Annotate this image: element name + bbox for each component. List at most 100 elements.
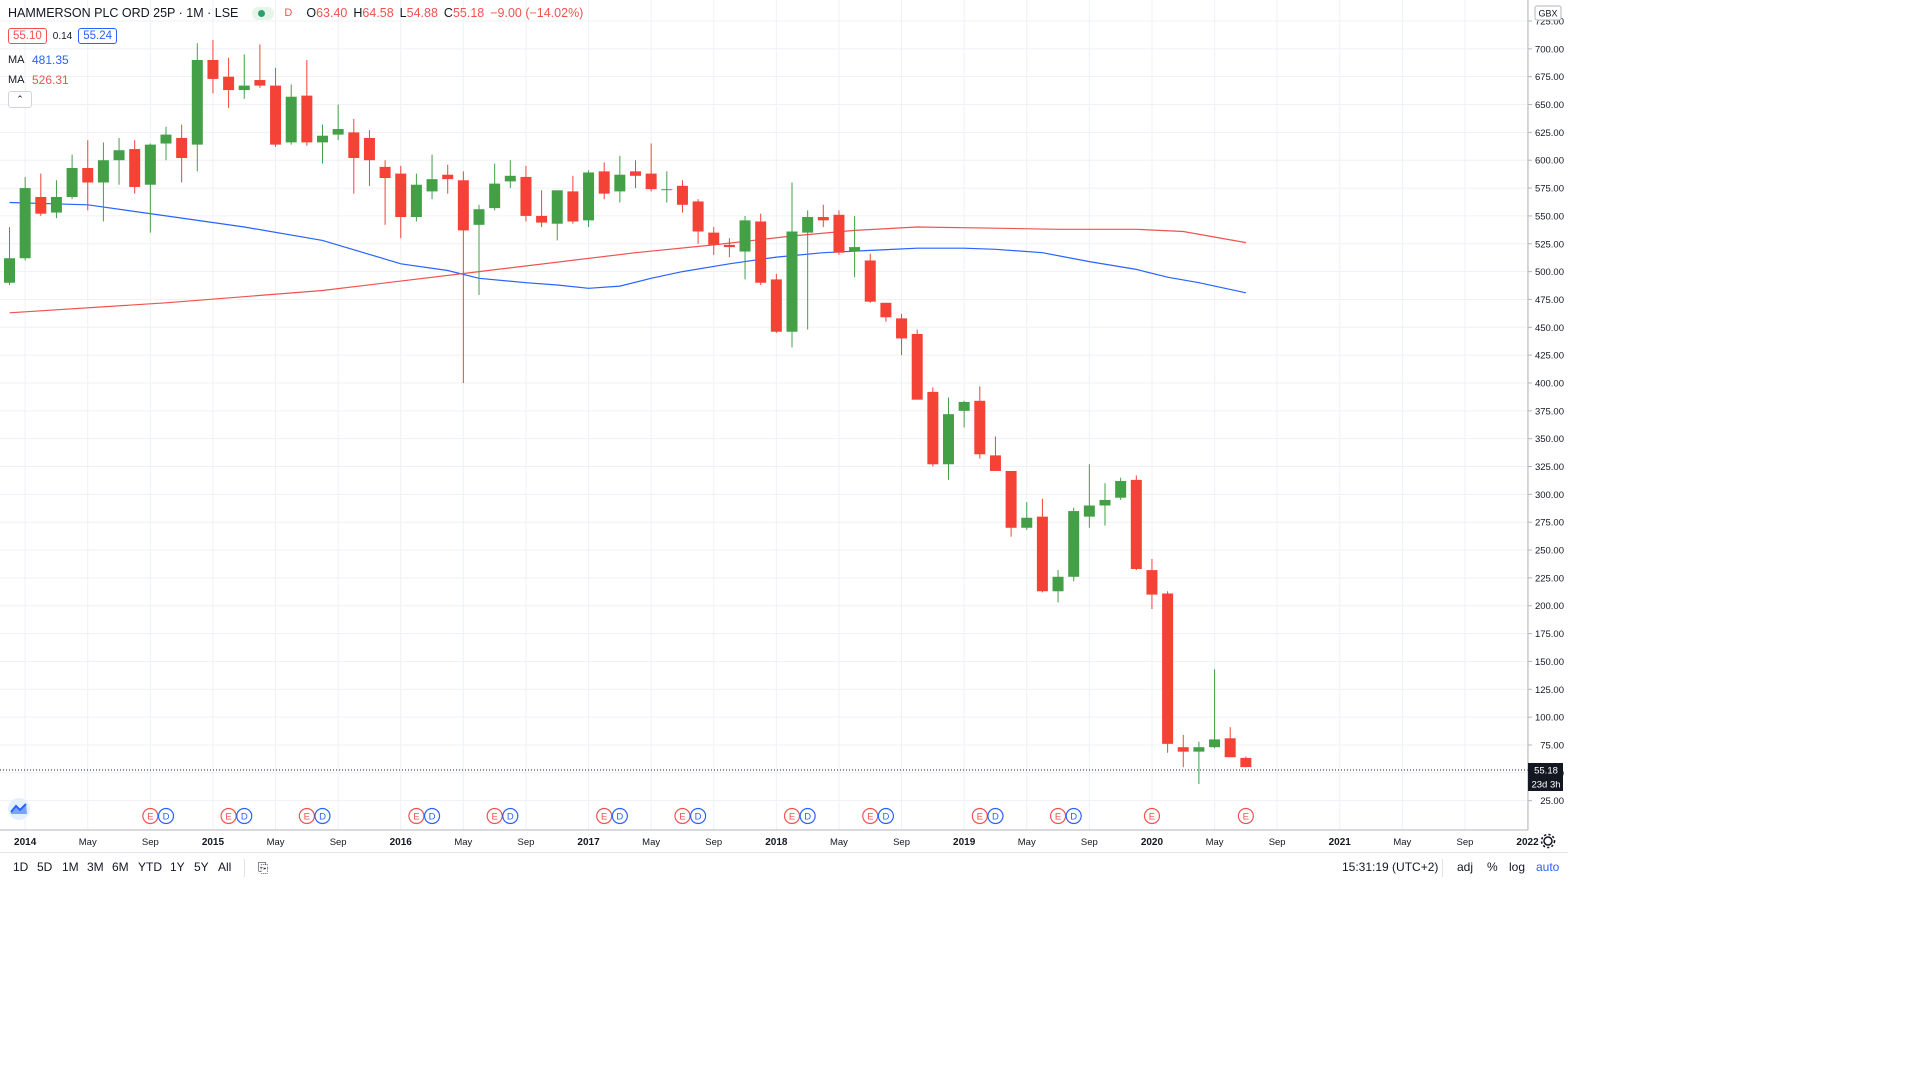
marker-label: D (616, 812, 623, 823)
candle-up (66, 154, 78, 200)
candle-down (129, 140, 141, 194)
price-tick-label: 550.00 (1535, 211, 1564, 222)
dividend-marker-icon: D (799, 807, 816, 825)
candle-body (285, 96, 297, 143)
candle-down (379, 160, 391, 225)
range-1d-button[interactable]: 1D (13, 860, 29, 874)
toolbar-divider (244, 859, 245, 877)
candle-down (833, 210, 845, 255)
bid-price[interactable]: 55.10 (8, 28, 47, 44)
marker-circle (423, 807, 441, 825)
range-5d-button[interactable]: 5D (37, 860, 53, 874)
earnings-marker-icon: E (142, 807, 159, 825)
marker-label: E (789, 812, 795, 823)
price-tick-label: 625.00 (1535, 128, 1564, 139)
candle-body (1224, 738, 1236, 758)
candle-body (1115, 480, 1127, 498)
price-tick-label: 600.00 (1535, 156, 1564, 167)
candle-body (896, 318, 908, 339)
candle-down (567, 175, 579, 224)
log-toggle[interactable]: log (1509, 860, 1526, 874)
candle-body (661, 189, 673, 191)
range-1m-button[interactable]: 1M (62, 860, 79, 874)
symbol-title: HAMMERSON PLC ORD 25P · 1M · LSE (8, 6, 239, 20)
candle-body (770, 279, 782, 332)
candle-up (943, 397, 954, 480)
candle-body (864, 260, 876, 302)
marker-label: D (992, 812, 999, 823)
marker-circle (408, 807, 425, 825)
range-5y-button[interactable]: 5Y (194, 860, 209, 874)
price-tick-label: 125.00 (1535, 685, 1564, 696)
candle-up (410, 173, 422, 222)
time-tick-label: Sep (893, 837, 910, 848)
time-tick-label: May (642, 837, 660, 848)
marker-label: E (147, 812, 153, 823)
adj-toggle[interactable]: adj (1457, 860, 1474, 874)
percent-toggle[interactable]: % (1487, 860, 1498, 874)
candle-up (19, 176, 31, 261)
price-axis-panel[interactable] (1528, 0, 1568, 852)
range-all-button[interactable]: All (218, 860, 232, 874)
time-tick-label: May (79, 837, 97, 848)
time-tick-label: 2016 (390, 837, 413, 848)
marker-label: D (695, 812, 702, 823)
chevron-up-icon[interactable]: ⌃ (8, 91, 32, 108)
candle-up (1209, 669, 1221, 749)
candle-body (958, 401, 970, 411)
time-tick-label: Sep (1081, 837, 1098, 848)
candle-body (598, 171, 610, 194)
bar-countdown: 23d 3h (1531, 780, 1560, 791)
marker-circle (674, 807, 691, 825)
candle-body (19, 188, 31, 259)
candle-down (708, 227, 720, 255)
range-ytd-button[interactable]: YTD (138, 860, 162, 874)
tradingview-logo-icon[interactable] (8, 798, 30, 820)
candle-body (833, 214, 845, 253)
dividend-marker-icon: D (689, 807, 707, 825)
time-tick-label: May (830, 837, 848, 848)
range-3m-button[interactable]: 3M (87, 860, 104, 874)
symbol-legend[interactable]: HAMMERSON PLC ORD 25P · 1M · LSE D O 63.4… (8, 6, 583, 20)
candle-up (849, 215, 861, 278)
candle-body (379, 166, 391, 179)
time-tick-label: Sep (330, 837, 347, 848)
candle-body (395, 173, 407, 218)
marker-circle (877, 807, 895, 825)
price-tick-label: 375.00 (1535, 406, 1564, 417)
dividend-marker-icon: D (236, 807, 253, 825)
candle-body (1068, 511, 1080, 577)
ask-price[interactable]: 55.24 (78, 28, 118, 44)
marker-label: E (1149, 812, 1155, 823)
clock-time[interactable]: 15:31:19 (UTC+2) (1342, 860, 1439, 874)
earnings-marker-icon: E (783, 807, 801, 825)
calendar-goto-icon[interactable]: ⎘ (258, 860, 269, 875)
range-1y-button[interactable]: 1Y (170, 860, 185, 874)
candle-body (708, 232, 720, 245)
candle-up (285, 84, 297, 145)
candle-up (786, 182, 798, 348)
currency-label: GBX (1538, 9, 1557, 19)
candle-body (1005, 470, 1017, 528)
earnings-marker-icon: E (596, 807, 613, 825)
candle-body (1021, 517, 1033, 528)
candle-up (1099, 483, 1111, 526)
low-value: 54.88 (406, 6, 438, 20)
candle-body (567, 191, 579, 222)
market-status-icon (252, 6, 275, 20)
candle-body (1083, 505, 1095, 517)
auto-toggle[interactable]: auto (1536, 860, 1560, 874)
candle-up (332, 104, 344, 141)
dividend-marker-icon: D (987, 807, 1004, 825)
price-tick-label: 300.00 (1535, 490, 1564, 501)
marker-circle (236, 807, 253, 825)
marker-label: D (882, 812, 889, 823)
marker-label: E (1055, 812, 1061, 823)
candle-up (1083, 464, 1095, 528)
range-6m-button[interactable]: 6M (112, 860, 129, 874)
gear-icon[interactable] (1540, 833, 1556, 849)
ma-slow-legend[interactable]: MA 526.31 (8, 73, 69, 87)
candle-up (1115, 477, 1127, 500)
ma-fast-legend[interactable]: MA 481.35 (8, 53, 69, 67)
